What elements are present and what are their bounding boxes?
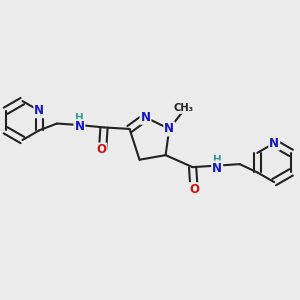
Text: O: O <box>189 183 199 196</box>
Text: N: N <box>212 161 222 175</box>
Text: N: N <box>140 111 151 124</box>
Text: H: H <box>75 113 84 123</box>
Text: N: N <box>34 104 44 117</box>
Text: N: N <box>164 122 174 135</box>
Text: H: H <box>213 155 222 165</box>
Text: CH₃: CH₃ <box>174 103 194 113</box>
Text: N: N <box>269 136 279 150</box>
Text: N: N <box>74 120 84 133</box>
Text: O: O <box>96 143 106 156</box>
